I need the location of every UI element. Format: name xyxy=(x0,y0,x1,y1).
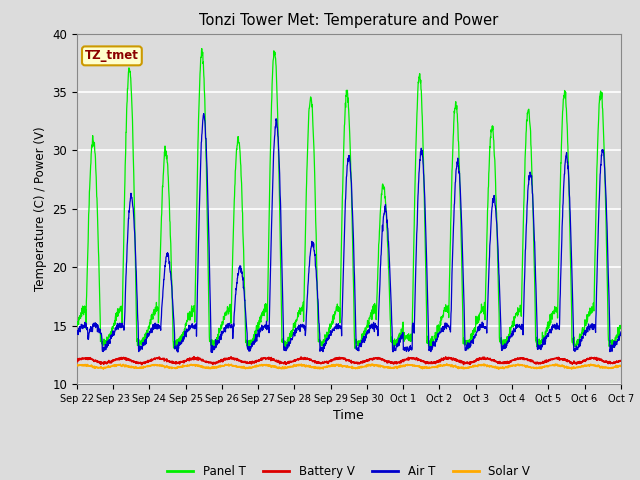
X-axis label: Time: Time xyxy=(333,409,364,422)
Title: Tonzi Tower Met: Temperature and Power: Tonzi Tower Met: Temperature and Power xyxy=(199,13,499,28)
Y-axis label: Temperature (C) / Power (V): Temperature (C) / Power (V) xyxy=(34,127,47,291)
Legend: Panel T, Battery V, Air T, Solar V: Panel T, Battery V, Air T, Solar V xyxy=(163,461,535,480)
Text: TZ_tmet: TZ_tmet xyxy=(85,49,139,62)
